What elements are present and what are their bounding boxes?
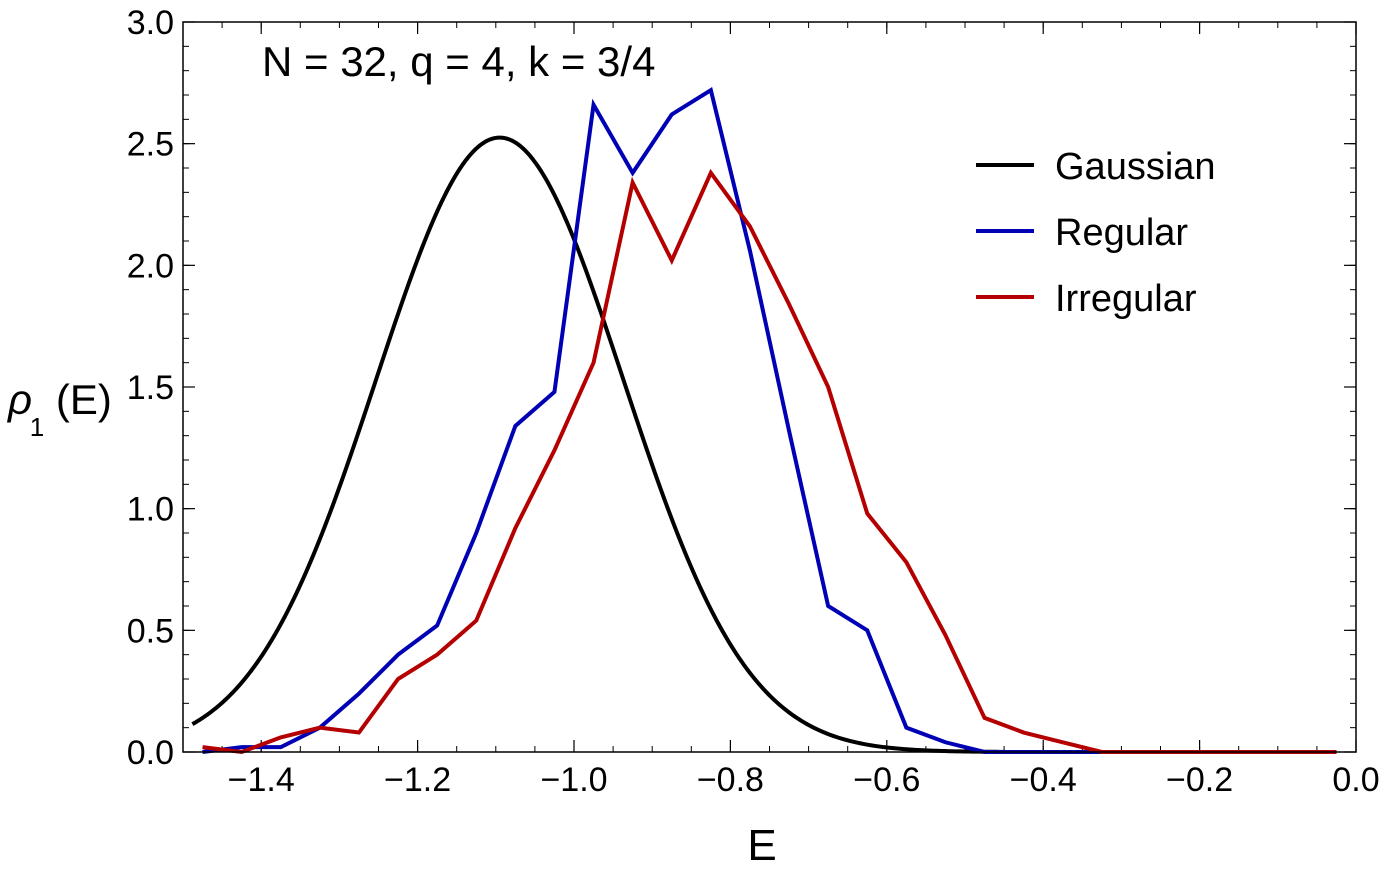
x-tick-label: −1.0 xyxy=(540,761,607,799)
legend-item-irregular: Irregular xyxy=(976,278,1197,320)
y-axis-label-tail: (E) xyxy=(56,376,112,423)
y-tick-label: 1.5 xyxy=(127,369,174,407)
y-tick-labels: 0.0 0.5 1.0 1.5 2.0 2.5 3.0 xyxy=(127,4,174,772)
y-tick-label: 1.0 xyxy=(127,491,174,529)
x-axis-label: E xyxy=(747,821,776,870)
chart-title: N = 32, q = 4, k = 3/4 xyxy=(262,38,655,85)
y-axis-label-subscript: 1 xyxy=(30,412,44,442)
y-tick-label: 2.0 xyxy=(127,247,174,285)
x-tick-labels: −1.4 −1.2 −1.0 −0.8 −0.6 −0.4 −0.2 0.0 xyxy=(228,761,1380,799)
y-tick-label: 2.5 xyxy=(127,126,174,164)
legend: Gaussian Regular Irregular xyxy=(976,146,1216,320)
x-tick-label: −0.2 xyxy=(1166,761,1233,799)
legend-label-irregular: Irregular xyxy=(1055,278,1197,320)
y-axis-label: ρ 1 (E) xyxy=(6,376,112,445)
svg-text:ρ 1 (E): ρ 1 (E) xyxy=(6,376,112,445)
series-line-regular xyxy=(202,86,1337,754)
legend-item-gaussian: Gaussian xyxy=(976,146,1216,188)
x-tick-label: −0.6 xyxy=(853,761,920,799)
minor-ticks xyxy=(182,21,1357,753)
plot-frame xyxy=(182,21,1357,753)
y-axis-label-rho: ρ xyxy=(6,376,32,423)
x-tick-label: −0.4 xyxy=(1010,761,1077,799)
y-tick-label: 0.5 xyxy=(127,612,174,650)
series-line-irregular xyxy=(202,168,1337,755)
series-line-gaussian xyxy=(191,135,1005,754)
legend-label-regular: Regular xyxy=(1055,212,1188,254)
x-tick-label: −1.4 xyxy=(228,761,295,799)
x-tick-label: −1.2 xyxy=(384,761,451,799)
x-tick-label: 0.0 xyxy=(1332,761,1379,799)
y-tick-label: 0.0 xyxy=(127,734,174,772)
y-tick-label: 3.0 xyxy=(127,4,174,42)
major-ticks xyxy=(183,21,1357,753)
series-layer xyxy=(191,86,1337,755)
x-tick-label: −0.8 xyxy=(697,761,764,799)
legend-item-regular: Regular xyxy=(976,212,1188,254)
legend-label-gaussian: Gaussian xyxy=(1055,146,1216,188)
